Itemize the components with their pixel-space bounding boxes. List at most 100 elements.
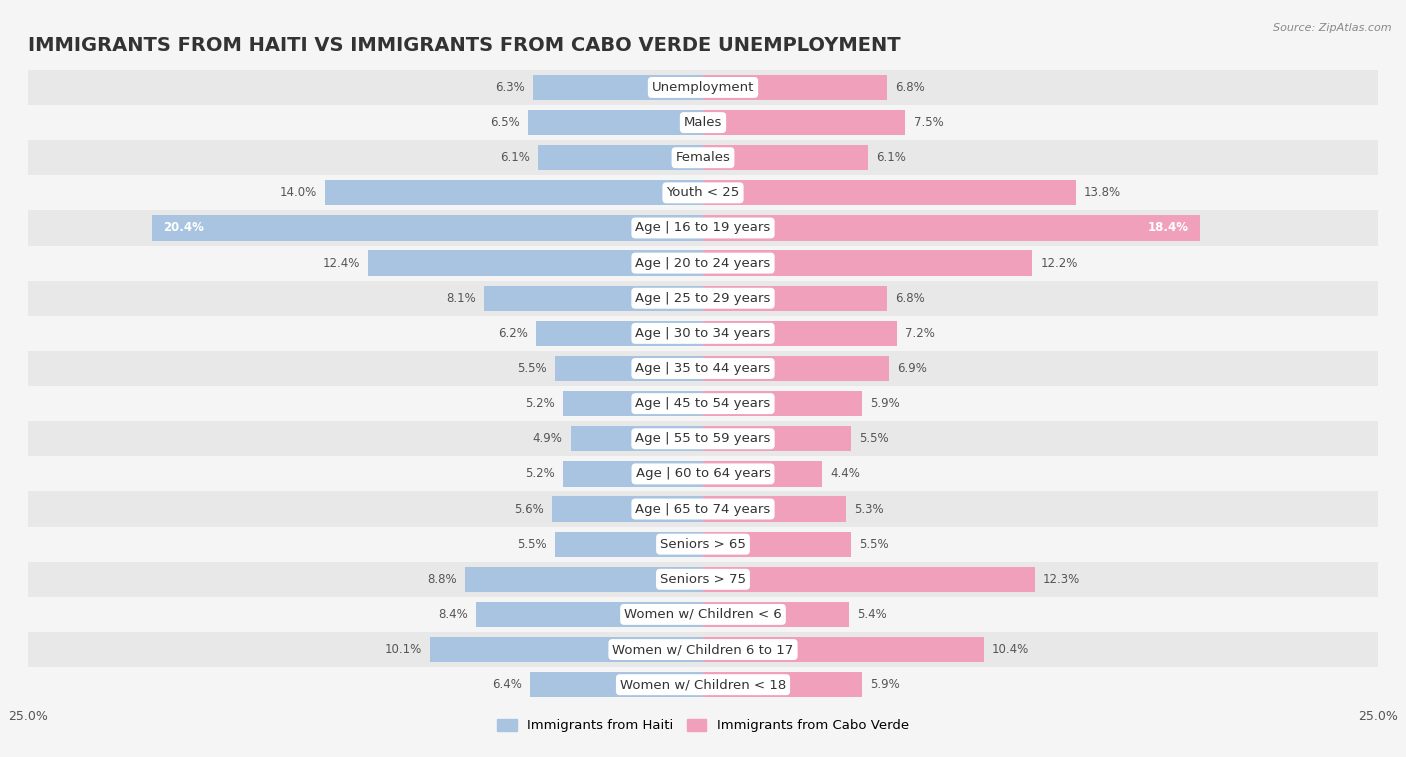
Bar xyxy=(28,245,1378,281)
Text: 12.4%: 12.4% xyxy=(323,257,360,269)
Bar xyxy=(703,497,846,522)
Text: 10.4%: 10.4% xyxy=(991,643,1029,656)
Text: 5.4%: 5.4% xyxy=(856,608,887,621)
Bar xyxy=(28,421,1378,456)
Bar xyxy=(703,215,1199,241)
Text: 6.4%: 6.4% xyxy=(492,678,522,691)
Bar xyxy=(527,110,703,136)
Bar xyxy=(465,567,703,592)
Text: 4.9%: 4.9% xyxy=(533,432,562,445)
Bar xyxy=(28,667,1378,702)
Bar xyxy=(562,461,703,487)
Text: 5.5%: 5.5% xyxy=(517,362,547,375)
Text: Women w/ Children 6 to 17: Women w/ Children 6 to 17 xyxy=(613,643,793,656)
Bar xyxy=(28,105,1378,140)
Text: 7.5%: 7.5% xyxy=(914,116,943,129)
Bar xyxy=(703,531,852,557)
Bar xyxy=(28,456,1378,491)
Text: 7.2%: 7.2% xyxy=(905,327,935,340)
Text: 20.4%: 20.4% xyxy=(163,222,204,235)
Text: Age | 30 to 34 years: Age | 30 to 34 years xyxy=(636,327,770,340)
Text: 12.2%: 12.2% xyxy=(1040,257,1078,269)
Text: 18.4%: 18.4% xyxy=(1147,222,1189,235)
Text: Age | 60 to 64 years: Age | 60 to 64 years xyxy=(636,467,770,481)
Bar xyxy=(477,602,703,627)
Bar xyxy=(28,491,1378,527)
Bar xyxy=(703,461,821,487)
Bar xyxy=(28,70,1378,105)
Text: 6.8%: 6.8% xyxy=(894,81,924,94)
Bar xyxy=(551,497,703,522)
Bar xyxy=(28,597,1378,632)
Bar xyxy=(28,210,1378,245)
Text: 6.9%: 6.9% xyxy=(897,362,927,375)
Text: 5.5%: 5.5% xyxy=(517,537,547,550)
Bar xyxy=(28,527,1378,562)
Bar xyxy=(703,180,1076,205)
Text: Women w/ Children < 18: Women w/ Children < 18 xyxy=(620,678,786,691)
Text: Age | 45 to 54 years: Age | 45 to 54 years xyxy=(636,397,770,410)
Text: Source: ZipAtlas.com: Source: ZipAtlas.com xyxy=(1274,23,1392,33)
Bar xyxy=(533,75,703,100)
Text: Age | 25 to 29 years: Age | 25 to 29 years xyxy=(636,291,770,305)
Bar xyxy=(536,321,703,346)
Bar xyxy=(703,637,984,662)
Text: 6.5%: 6.5% xyxy=(489,116,519,129)
Text: 5.9%: 5.9% xyxy=(870,397,900,410)
Text: Males: Males xyxy=(683,116,723,129)
Text: Age | 16 to 19 years: Age | 16 to 19 years xyxy=(636,222,770,235)
Text: 8.4%: 8.4% xyxy=(439,608,468,621)
Bar xyxy=(28,316,1378,351)
Text: Age | 35 to 44 years: Age | 35 to 44 years xyxy=(636,362,770,375)
Text: Age | 55 to 59 years: Age | 55 to 59 years xyxy=(636,432,770,445)
Text: 5.3%: 5.3% xyxy=(855,503,884,516)
Bar xyxy=(28,351,1378,386)
Text: 10.1%: 10.1% xyxy=(385,643,422,656)
Text: 5.2%: 5.2% xyxy=(524,397,554,410)
Text: Age | 65 to 74 years: Age | 65 to 74 years xyxy=(636,503,770,516)
Bar xyxy=(703,567,1035,592)
Text: 12.3%: 12.3% xyxy=(1043,573,1080,586)
Bar xyxy=(562,391,703,416)
Text: 6.8%: 6.8% xyxy=(894,291,924,305)
Text: Women w/ Children < 6: Women w/ Children < 6 xyxy=(624,608,782,621)
Text: Seniors > 65: Seniors > 65 xyxy=(659,537,747,550)
Bar xyxy=(571,426,703,451)
Bar xyxy=(703,672,862,697)
Text: 5.6%: 5.6% xyxy=(515,503,544,516)
Bar xyxy=(28,281,1378,316)
Text: 4.4%: 4.4% xyxy=(830,467,859,481)
Bar xyxy=(703,251,1032,276)
Text: 5.2%: 5.2% xyxy=(524,467,554,481)
Bar xyxy=(430,637,703,662)
Text: Age | 20 to 24 years: Age | 20 to 24 years xyxy=(636,257,770,269)
Text: 6.1%: 6.1% xyxy=(876,151,905,164)
Bar xyxy=(554,531,703,557)
Bar xyxy=(368,251,703,276)
Bar xyxy=(28,176,1378,210)
Text: 6.1%: 6.1% xyxy=(501,151,530,164)
Text: 13.8%: 13.8% xyxy=(1084,186,1121,199)
Text: 8.1%: 8.1% xyxy=(447,291,477,305)
Text: IMMIGRANTS FROM HAITI VS IMMIGRANTS FROM CABO VERDE UNEMPLOYMENT: IMMIGRANTS FROM HAITI VS IMMIGRANTS FROM… xyxy=(28,36,901,55)
Bar xyxy=(703,602,849,627)
Text: 8.8%: 8.8% xyxy=(427,573,457,586)
Bar xyxy=(28,562,1378,597)
Bar xyxy=(152,215,703,241)
Text: 6.2%: 6.2% xyxy=(498,327,527,340)
Bar xyxy=(703,391,862,416)
Bar xyxy=(703,110,905,136)
Text: 5.5%: 5.5% xyxy=(859,432,889,445)
Bar xyxy=(28,386,1378,421)
Bar xyxy=(554,356,703,382)
Bar xyxy=(325,180,703,205)
Bar xyxy=(484,285,703,311)
Bar xyxy=(703,285,887,311)
Text: 5.9%: 5.9% xyxy=(870,678,900,691)
Bar xyxy=(703,75,887,100)
Bar xyxy=(703,145,868,170)
Text: Seniors > 75: Seniors > 75 xyxy=(659,573,747,586)
Bar xyxy=(703,321,897,346)
Bar xyxy=(703,356,889,382)
Bar xyxy=(538,145,703,170)
